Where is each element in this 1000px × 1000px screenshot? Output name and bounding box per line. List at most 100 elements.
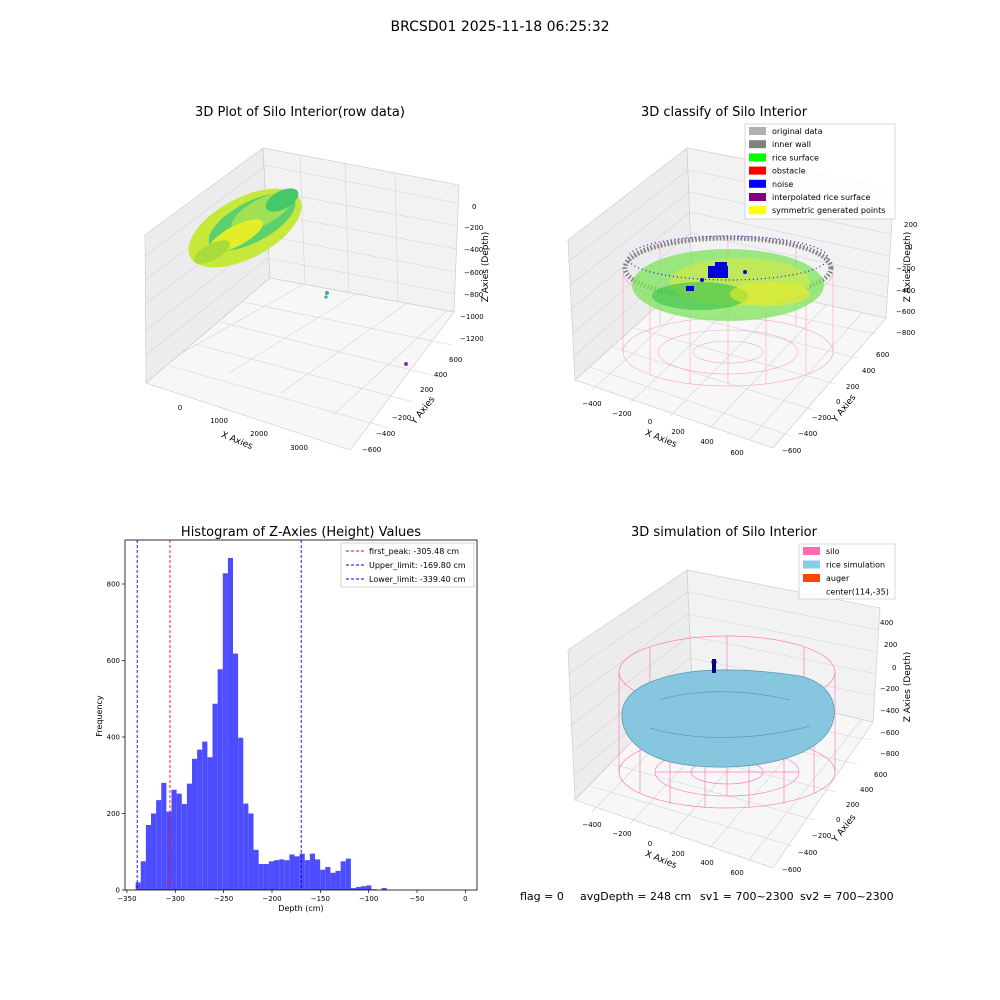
histogram-title: Histogram of Z-Axies (Height) Values — [181, 525, 421, 540]
histogram-bar — [217, 669, 223, 890]
histogram-x-tick-label: −300 — [166, 895, 185, 903]
simulation-y-tick: 600 — [874, 771, 887, 779]
simulation-y-tick: −200 — [812, 832, 831, 840]
histogram-bar — [151, 813, 157, 890]
classify-y-tick: −400 — [798, 430, 817, 438]
simulation-legend-label: silo — [826, 547, 840, 556]
simulation-legend-swatch — [803, 547, 820, 555]
classify-y-tick: 0 — [836, 398, 840, 406]
simulation-x-tick: 0 — [648, 840, 652, 848]
classify-legend-swatch — [749, 179, 766, 188]
raw-y-tick: −200 — [392, 414, 411, 422]
histogram-bar — [233, 653, 239, 890]
raw-data-panel: 3D Plot of Silo Interior(row data) — [144, 105, 491, 454]
flag-status: flag = 0 — [520, 890, 564, 903]
histogram-bar — [361, 886, 367, 890]
classify-legend-label: symmetric generated points — [772, 206, 885, 215]
classify-z-tick: −800 — [896, 329, 915, 337]
histogram-x-tick-label: −50 — [410, 895, 425, 903]
raw-z-tick: −600 — [464, 269, 483, 277]
classify-legend-label: rice surface — [772, 153, 819, 162]
histogram-y-tick-label: 200 — [107, 810, 120, 818]
histogram-legend-label: Lower_limit: -339.40 cm — [369, 575, 466, 584]
histogram-y-tick-label: 600 — [107, 657, 120, 665]
histogram-bar — [243, 803, 249, 890]
classify-z-tick: −200 — [896, 265, 915, 273]
histogram-bar — [345, 858, 351, 890]
simulation-y-tick: −400 — [798, 849, 817, 857]
raw-z-tick: −400 — [464, 246, 483, 254]
simulation-legend-swatch — [803, 560, 820, 569]
raw-y-tick: −600 — [362, 446, 381, 454]
simulation-y-tick: −600 — [782, 866, 801, 874]
histogram-x-tick-label: 0 — [463, 895, 467, 903]
simulation-legend-label: center(114,-35) — [826, 588, 889, 597]
classify-noise-cluster — [686, 262, 747, 291]
simulation-panel: 3D simulation of Silo Interior — [520, 525, 913, 903]
histogram-bar — [181, 803, 187, 890]
histogram-bar — [166, 811, 172, 890]
histogram-bar — [258, 863, 264, 890]
histogram-bar — [176, 793, 182, 890]
histogram-bar — [330, 872, 336, 890]
histogram-bar — [350, 888, 357, 890]
histogram-x-axis-label: Depth (cm) — [278, 904, 323, 913]
histogram-bar — [207, 757, 213, 890]
classify-y-tick: −600 — [782, 447, 801, 455]
classify-z-tick: −400 — [896, 287, 915, 295]
raw-outlier-point — [324, 295, 328, 299]
simulation-y-tick: 200 — [846, 801, 859, 809]
simulation-x-tick: −200 — [612, 830, 631, 838]
classify-legend-label: original data — [772, 127, 823, 136]
histogram-legend: first_peak: -305.48 cm Upper_limit: -169.… — [340, 542, 475, 588]
raw-panel-title: 3D Plot of Silo Interior(row data) — [195, 105, 405, 120]
classify-x-tick: 400 — [700, 438, 713, 446]
simulation-z-tick: 400 — [880, 619, 893, 627]
histogram-bar — [263, 863, 269, 890]
histogram-bars — [135, 557, 387, 890]
histogram-bar — [381, 888, 387, 890]
classify-legend-swatch — [749, 140, 766, 149]
histogram-bar — [274, 860, 280, 890]
raw-outlier-point — [404, 362, 408, 366]
classify-x-tick: 600 — [730, 449, 743, 457]
sv1-readout: sv1 = 700~2300 — [700, 890, 794, 903]
simulation-z-tick: −800 — [880, 750, 899, 758]
classify-z-axis-label: Z Axies (Depth) — [903, 232, 913, 303]
simulation-panel-title: 3D simulation of Silo Interior — [631, 525, 818, 540]
classify-rice-surface — [632, 249, 824, 321]
histogram-bar — [186, 783, 193, 890]
histogram-bar — [145, 824, 152, 890]
histogram-bar — [294, 856, 300, 890]
classify-legend-swatch — [749, 127, 766, 135]
histogram-bar — [289, 854, 295, 890]
histogram-bar — [309, 853, 316, 890]
histogram-bar — [253, 849, 259, 890]
histogram-bar — [140, 861, 146, 890]
classify-legend-swatch — [749, 153, 766, 162]
histogram-frame — [124, 539, 478, 891]
simulation-z-tick: 200 — [884, 641, 897, 649]
histogram-x-tick-label: −350 — [117, 895, 136, 903]
histogram-bar — [284, 860, 290, 890]
classify-legend-swatch — [749, 193, 766, 201]
histogram-x-tick-label: −150 — [311, 895, 330, 903]
classify-z-tick: −600 — [896, 308, 915, 316]
classify-legend: original data inner wall rice surface obsta… — [744, 123, 896, 220]
raw-outlier-point — [325, 291, 329, 295]
histogram-bar — [161, 782, 167, 890]
classify-panel-title: 3D classify of Silo Interior — [641, 105, 808, 120]
classify-z-tick: 0 — [908, 243, 912, 251]
histogram-bar — [315, 859, 321, 890]
histogram-x-ticks: −350 −300 −250 −200 −150 −100 −50 0 — [117, 890, 468, 903]
simulation-y-axis-label: Y Axies — [830, 813, 859, 846]
classify-legend-box — [744, 123, 896, 220]
classify-x-tick: 0 — [648, 418, 652, 426]
classify-x-tick: −400 — [582, 400, 601, 408]
histogram-bar — [335, 870, 341, 890]
histogram-bar — [299, 853, 305, 890]
histogram-panel: Histogram of Z-Axies (Height) Values −35… — [95, 525, 478, 913]
classify-noise-points — [627, 235, 829, 281]
simulation-z-tick: −400 — [880, 707, 899, 715]
